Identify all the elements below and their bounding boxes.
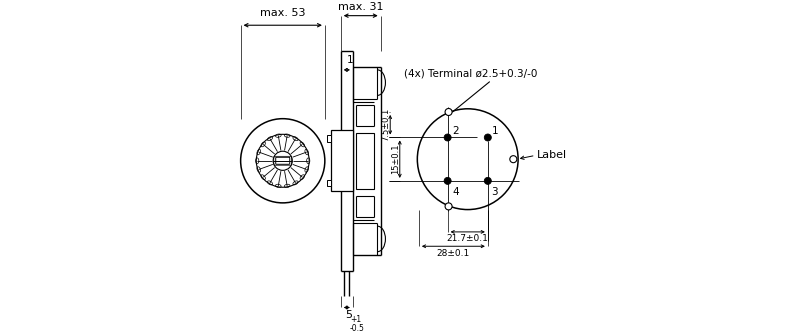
Bar [356, 133, 374, 189]
Circle shape [444, 177, 451, 184]
Text: 1: 1 [491, 126, 498, 136]
Circle shape [510, 156, 517, 163]
Text: Label: Label [536, 150, 566, 160]
Text: 3: 3 [491, 187, 498, 197]
Text: (4x) Terminal ø2.5+0.3/-0: (4x) Terminal ø2.5+0.3/-0 [404, 68, 538, 78]
Text: max. 53: max. 53 [260, 8, 306, 18]
Bar [327, 135, 330, 142]
Circle shape [484, 177, 491, 184]
Text: 2: 2 [452, 126, 459, 136]
Text: max. 31: max. 31 [338, 2, 383, 12]
Circle shape [444, 134, 451, 141]
Circle shape [445, 109, 452, 116]
Text: +1
-0.5: +1 -0.5 [350, 315, 365, 333]
Text: 7.5±0.1: 7.5±0.1 [382, 108, 390, 141]
Text: 4: 4 [452, 187, 459, 197]
Bar [327, 180, 330, 186]
Circle shape [484, 134, 491, 141]
Text: 15±0.1: 15±0.1 [391, 144, 400, 175]
Text: 5: 5 [345, 310, 352, 320]
Text: 1: 1 [346, 55, 353, 65]
Text: 28±0.1: 28±0.1 [437, 249, 470, 258]
Circle shape [445, 203, 452, 210]
Text: 21.7±0.1: 21.7±0.1 [447, 234, 489, 244]
Bar [330, 130, 353, 191]
